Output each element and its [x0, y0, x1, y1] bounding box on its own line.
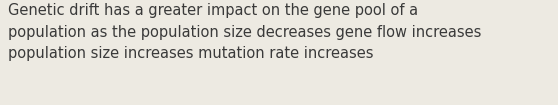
Text: Genetic drift has a greater impact on the gene pool of a
population as the popul: Genetic drift has a greater impact on th… [8, 3, 481, 61]
